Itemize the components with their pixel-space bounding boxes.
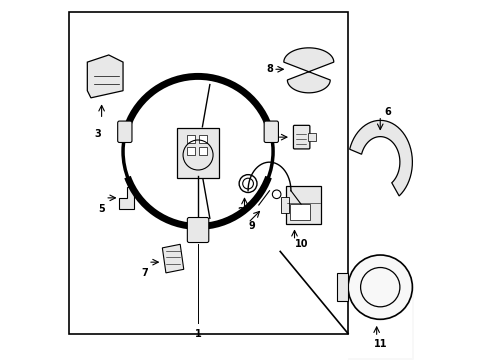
FancyBboxPatch shape xyxy=(199,135,207,143)
Polygon shape xyxy=(337,273,347,301)
FancyBboxPatch shape xyxy=(186,135,194,143)
FancyBboxPatch shape xyxy=(281,197,288,213)
FancyBboxPatch shape xyxy=(264,121,278,143)
Text: 5: 5 xyxy=(98,203,105,213)
Text: 4: 4 xyxy=(269,132,276,142)
Polygon shape xyxy=(349,120,411,196)
Text: 6: 6 xyxy=(383,107,390,117)
Text: 10: 10 xyxy=(294,239,308,249)
Text: 9: 9 xyxy=(248,221,255,231)
Text: 3: 3 xyxy=(95,129,101,139)
Polygon shape xyxy=(162,244,183,273)
FancyBboxPatch shape xyxy=(186,148,194,156)
FancyBboxPatch shape xyxy=(290,204,309,220)
FancyBboxPatch shape xyxy=(199,148,207,156)
FancyBboxPatch shape xyxy=(187,217,208,243)
FancyBboxPatch shape xyxy=(69,12,347,334)
Polygon shape xyxy=(283,48,333,93)
FancyBboxPatch shape xyxy=(285,186,320,224)
Text: 2: 2 xyxy=(237,207,244,217)
Text: 8: 8 xyxy=(265,64,272,74)
FancyBboxPatch shape xyxy=(176,128,219,178)
Text: 1: 1 xyxy=(194,329,201,339)
FancyBboxPatch shape xyxy=(293,125,309,149)
Polygon shape xyxy=(87,55,123,98)
Text: 7: 7 xyxy=(141,268,147,278)
Text: 11: 11 xyxy=(373,339,386,349)
Polygon shape xyxy=(119,187,134,208)
FancyBboxPatch shape xyxy=(308,133,316,141)
FancyBboxPatch shape xyxy=(118,121,132,143)
